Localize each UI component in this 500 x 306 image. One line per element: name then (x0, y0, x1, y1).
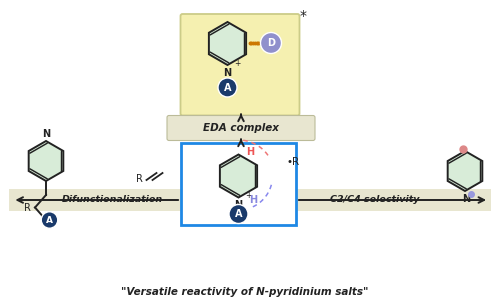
Polygon shape (220, 155, 257, 197)
Text: R: R (24, 203, 31, 212)
Text: R: R (136, 174, 142, 184)
Text: Difunctionalization: Difunctionalization (62, 195, 163, 204)
Text: N: N (42, 129, 50, 139)
FancyBboxPatch shape (167, 115, 315, 140)
Text: N: N (234, 200, 242, 211)
Text: A: A (235, 209, 242, 219)
Polygon shape (448, 151, 482, 191)
Text: N: N (224, 68, 232, 78)
Text: H: H (250, 195, 258, 205)
Circle shape (229, 204, 248, 223)
Text: +: + (234, 59, 240, 68)
Text: C2/C4 selectivity: C2/C4 selectivity (330, 195, 420, 204)
Text: •R: •R (286, 157, 299, 167)
Circle shape (260, 32, 281, 54)
Text: A: A (224, 83, 231, 92)
Text: "Versatile reactivity of N-pyridinium salts": "Versatile reactivity of N-pyridinium sa… (122, 287, 368, 297)
Text: A: A (46, 215, 53, 225)
Text: D: D (267, 38, 275, 48)
FancyBboxPatch shape (9, 189, 491, 211)
Polygon shape (209, 22, 246, 65)
Text: H: H (246, 147, 254, 157)
Text: +: + (245, 191, 251, 200)
Polygon shape (28, 141, 64, 181)
FancyBboxPatch shape (181, 143, 296, 225)
FancyBboxPatch shape (180, 14, 300, 115)
Circle shape (41, 212, 58, 228)
Text: *: * (300, 9, 307, 23)
Text: EDA complex: EDA complex (203, 123, 279, 133)
Text: N: N (462, 194, 470, 204)
Circle shape (218, 78, 237, 97)
